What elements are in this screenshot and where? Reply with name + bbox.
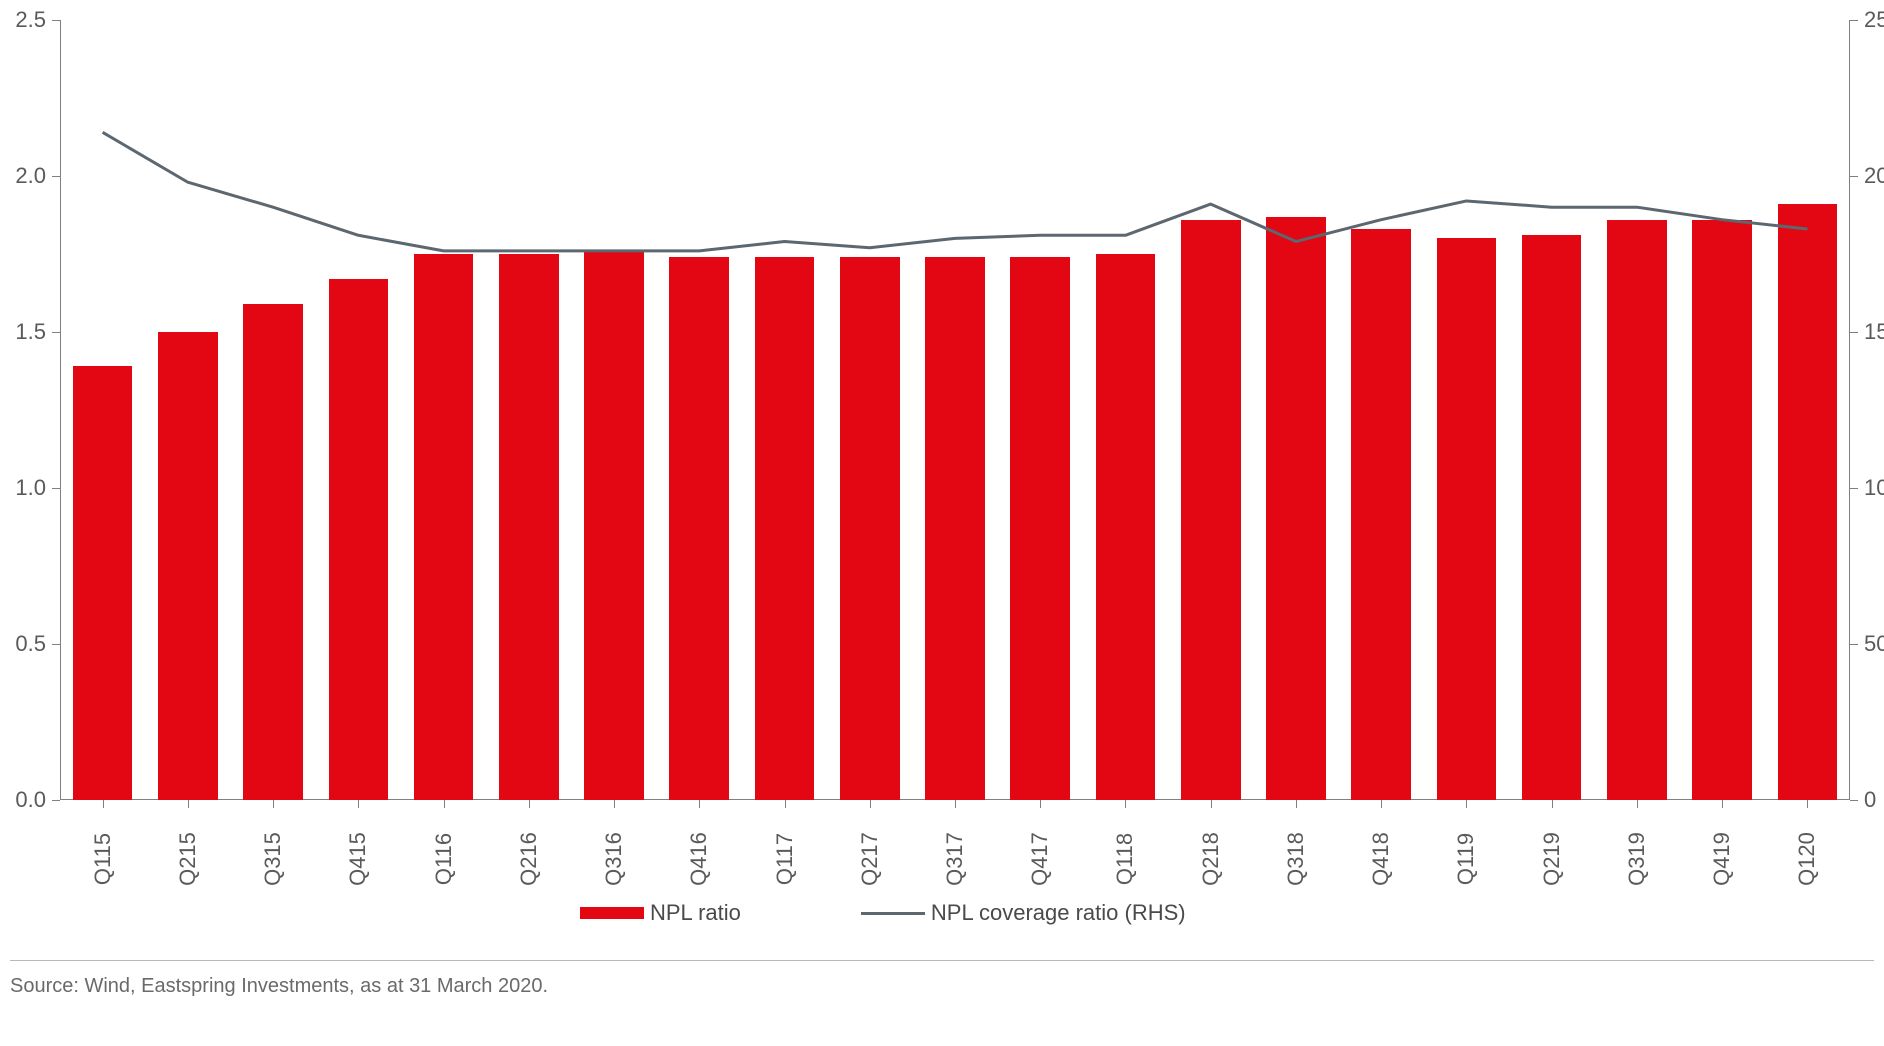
x-label: Q316 [601,832,627,886]
x-label: Q116 [431,833,457,885]
x-tick [1381,800,1382,808]
x-label: Q217 [857,832,883,886]
x-label: Q417 [1027,832,1053,886]
x-tick [614,800,615,808]
x-label: Q119 [1453,833,1479,885]
y-label-left: 0.5 [2,631,46,657]
x-tick [1722,800,1723,808]
legend: NPL ratio NPL coverage ratio (RHS) [580,900,1186,926]
coverage-line [103,132,1808,251]
x-label: Q418 [1368,832,1394,886]
x-tick [1807,800,1808,808]
x-tick [785,800,786,808]
x-label: Q219 [1539,832,1565,886]
x-label: Q416 [686,832,712,886]
x-label: Q117 [772,833,798,885]
y-label-right: 50 [1864,631,1884,657]
legend-swatch-line [861,912,925,915]
y-label-right: 100 [1864,475,1884,501]
x-tick [358,800,359,808]
y-tick-right [1850,20,1858,21]
x-tick [1466,800,1467,808]
x-label: Q120 [1794,832,1820,886]
y-tick-left [52,332,60,333]
legend-swatch-bar [580,907,644,919]
x-tick [955,800,956,808]
x-label: Q315 [260,832,286,886]
x-tick [1211,800,1212,808]
y-tick-right [1850,176,1858,177]
y-tick-right [1850,488,1858,489]
footer-divider [10,960,1874,961]
x-tick [1040,800,1041,808]
y-tick-left [52,176,60,177]
x-tick [1296,800,1297,808]
y-tick-right [1850,644,1858,645]
y-tick-left [52,800,60,801]
x-tick [529,800,530,808]
x-tick [273,800,274,808]
y-label-left: 2.0 [2,163,46,189]
x-label: Q118 [1112,833,1138,885]
npl-chart: 0.0 0.5 1.0 1.5 2.0 2.5 0 50 100 150 200 250 Q115 Q21… [0,0,1884,1046]
line-overlay [60,20,1850,800]
legend-item-bars: NPL ratio [580,900,741,926]
y-tick-right [1850,332,1858,333]
x-tick [444,800,445,808]
x-tick [1125,800,1126,808]
y-label-left: 1.0 [2,475,46,501]
x-label: Q415 [345,832,371,886]
x-label: Q216 [516,832,542,886]
x-tick [1552,800,1553,808]
y-label-left: 0.0 [2,787,46,813]
legend-label-line: NPL coverage ratio (RHS) [931,900,1186,926]
y-tick-left [52,20,60,21]
y-tick-right [1850,800,1858,801]
x-label: Q115 [90,833,116,885]
x-label: Q218 [1198,832,1224,886]
x-tick [188,800,189,808]
x-tick [699,800,700,808]
x-label: Q215 [175,832,201,886]
y-label-right: 250 [1864,7,1884,33]
y-label-left: 2.5 [2,7,46,33]
y-label-left: 1.5 [2,319,46,345]
y-tick-left [52,488,60,489]
x-tick [870,800,871,808]
y-label-right: 150 [1864,319,1884,345]
x-label: Q319 [1624,832,1650,886]
source-text: Source: Wind, Eastspring Investments, as… [10,975,548,998]
x-tick [1637,800,1638,808]
x-label: Q419 [1709,832,1735,886]
legend-label-bars: NPL ratio [650,900,741,926]
plot-area: 0.00.51.01.52.02.5050100150200250Q115Q21… [60,20,1850,800]
y-label-right: 0 [1864,787,1876,813]
legend-item-line: NPL coverage ratio (RHS) [861,900,1186,926]
x-label: Q317 [942,832,968,886]
x-label: Q318 [1283,832,1309,886]
x-tick [103,800,104,808]
y-label-right: 200 [1864,163,1884,189]
y-tick-left [52,644,60,645]
